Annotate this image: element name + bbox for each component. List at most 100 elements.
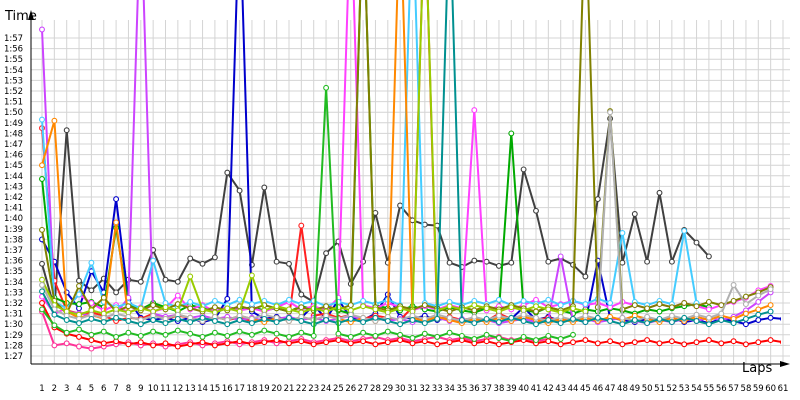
data-point [668,319,675,326]
x-tick-label: 31 [407,384,418,394]
data-point [298,318,305,324]
data-point [705,306,712,313]
data-point [63,329,70,336]
y-tick-label: 1:49 [4,119,23,129]
x-tick-label: 10 [148,384,159,394]
data-point [39,288,45,295]
data-point [668,312,675,319]
data-point [495,335,502,341]
data-point [273,319,280,326]
data-point [150,328,157,335]
data-point [557,336,564,342]
data-point [508,338,515,345]
x-tick-label: 60 [765,384,776,394]
data-point [533,321,539,328]
data-point [767,337,774,344]
data-point [730,338,737,345]
y-tick-label: 1:35 [4,267,23,277]
y-tick-label: 1:51 [4,98,23,108]
data-point [236,338,243,345]
data-point [495,296,502,303]
data-point [224,340,231,347]
data-point [76,320,82,327]
data-point [483,305,490,312]
y-axis-ticks: 1:271:281:291:301:311:321:331:341:351:36… [4,34,23,362]
x-tick-label: 52 [666,384,677,394]
x-tick-label: 58 [741,384,752,394]
x-tick-label: 18 [247,384,258,394]
series [39,0,774,317]
data-point [88,259,95,266]
data-point [174,292,181,299]
x-tick-label: 51 [654,384,665,394]
data-point [533,337,539,344]
y-tick-label: 1:36 [4,257,23,267]
data-point [162,320,169,327]
data-point [273,303,280,310]
data-point [644,313,651,320]
data-point [125,329,132,336]
data-point [780,340,781,345]
data-point [236,328,243,335]
data-point [162,331,169,338]
data-point [236,317,243,323]
y-tick-label: 1:52 [4,87,23,97]
data-point [248,331,255,338]
y-tick-label: 1:46 [4,151,23,161]
data-point [508,259,515,266]
data-point [446,303,453,310]
data-point [51,117,58,124]
data-point [100,340,107,347]
data-point [187,330,194,337]
data-point [372,209,379,216]
data-point [39,226,45,233]
data-point [298,329,305,336]
data-point [557,320,564,327]
data-point [39,260,45,267]
data-point [656,315,663,322]
data-point [570,315,576,322]
data-point [471,107,478,114]
data-point [113,289,120,296]
data-point [286,340,292,347]
x-tick-label: 22 [296,384,307,394]
y-tick-label: 1:55 [4,55,23,65]
data-point [39,282,45,288]
x-tick-label: 3 [64,384,69,394]
data-point [533,207,539,214]
data-point [199,260,206,267]
y-tick-label: 1:47 [4,140,23,150]
data-point [582,337,589,344]
data-point [730,320,737,327]
data-point [656,340,663,347]
data-point [705,337,712,344]
x-tick-label: 12 [172,384,183,394]
data-point [360,329,367,336]
data-point [631,302,638,309]
data-point [446,314,453,321]
data-point [421,320,428,327]
x-tick-label: 2 [52,384,57,394]
data-point [570,339,576,346]
data-point [199,314,206,321]
data-point [520,333,527,340]
data-point [508,314,515,321]
data-point [644,305,651,312]
x-tick-label: 37 [481,384,492,394]
data-point [508,304,515,311]
data-point [483,258,490,265]
data-point [471,320,478,327]
y-axis-title: Time [4,9,37,24]
series-layer [39,0,781,352]
data-point [397,305,404,312]
data-point [248,301,255,308]
x-tick-label: 27 [358,384,369,394]
data-point [360,297,367,304]
data-point [557,341,564,348]
data-point [335,330,342,337]
x-tick-label: 24 [321,384,332,394]
data-point [644,320,651,327]
y-tick-label: 1:43 [4,182,23,192]
data-point [63,127,70,134]
data-point [742,341,749,348]
